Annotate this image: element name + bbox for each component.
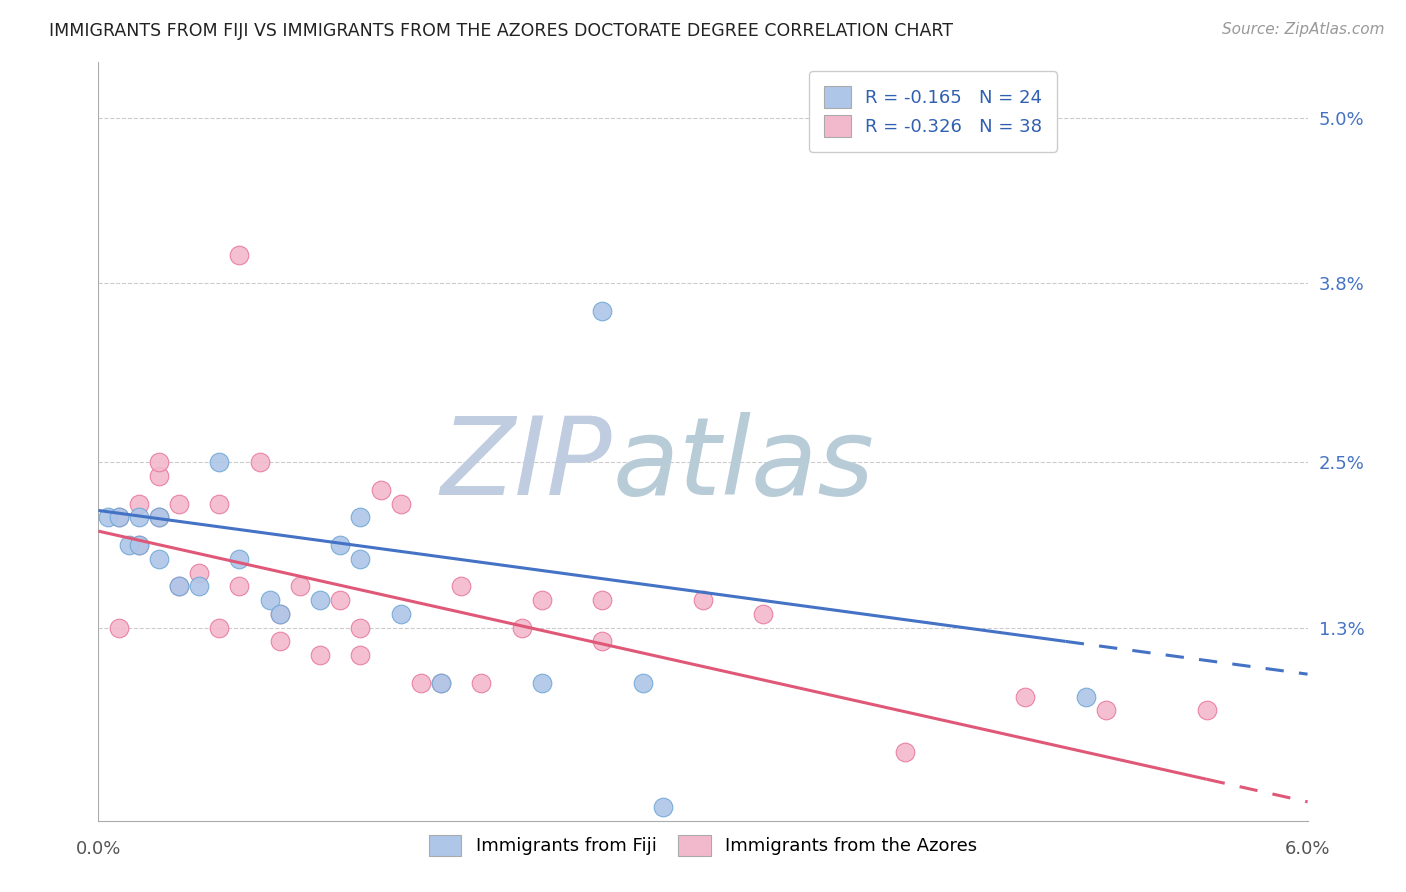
- Point: [269, 607, 291, 621]
- Point: [208, 621, 231, 635]
- Point: [591, 303, 613, 318]
- Point: [118, 538, 141, 552]
- Point: [591, 634, 613, 648]
- Point: [349, 648, 371, 663]
- Point: [269, 607, 291, 621]
- Point: [409, 675, 432, 690]
- Point: [1195, 703, 1218, 717]
- Point: [530, 675, 553, 690]
- Point: [128, 497, 150, 511]
- Point: [349, 551, 371, 566]
- Point: [269, 634, 291, 648]
- Text: 6.0%: 6.0%: [1285, 839, 1330, 857]
- Point: [651, 800, 673, 814]
- Point: [228, 579, 250, 593]
- Point: [97, 510, 120, 524]
- Point: [893, 745, 915, 759]
- Point: [692, 593, 714, 607]
- Point: [1074, 690, 1097, 704]
- Point: [167, 579, 190, 593]
- Point: [188, 579, 211, 593]
- Point: [591, 593, 613, 607]
- Text: Source: ZipAtlas.com: Source: ZipAtlas.com: [1222, 22, 1385, 37]
- Point: [148, 510, 170, 524]
- Point: [148, 455, 170, 469]
- Point: [128, 538, 150, 552]
- Text: IMMIGRANTS FROM FIJI VS IMMIGRANTS FROM THE AZORES DOCTORATE DEGREE CORRELATION : IMMIGRANTS FROM FIJI VS IMMIGRANTS FROM …: [49, 22, 953, 40]
- Text: atlas: atlas: [613, 412, 875, 516]
- Point: [148, 469, 170, 483]
- Point: [208, 497, 231, 511]
- Point: [309, 648, 332, 663]
- Point: [167, 497, 190, 511]
- Point: [430, 675, 453, 690]
- Point: [389, 607, 412, 621]
- Point: [430, 675, 453, 690]
- Legend: Immigrants from Fiji, Immigrants from the Azores: Immigrants from Fiji, Immigrants from th…: [420, 826, 986, 864]
- Point: [148, 551, 170, 566]
- Point: [259, 593, 281, 607]
- Point: [470, 675, 492, 690]
- Point: [167, 579, 190, 593]
- Point: [329, 593, 352, 607]
- Point: [228, 551, 250, 566]
- Point: [631, 675, 654, 690]
- Point: [389, 497, 412, 511]
- Point: [370, 483, 392, 497]
- Point: [510, 621, 533, 635]
- Point: [450, 579, 472, 593]
- Point: [1095, 703, 1118, 717]
- Point: [349, 621, 371, 635]
- Point: [288, 579, 311, 593]
- Point: [188, 566, 211, 580]
- Point: [752, 607, 775, 621]
- Point: [208, 455, 231, 469]
- Point: [107, 510, 129, 524]
- Point: [128, 510, 150, 524]
- Point: [107, 510, 129, 524]
- Point: [530, 593, 553, 607]
- Point: [329, 538, 352, 552]
- Point: [249, 455, 271, 469]
- Point: [148, 510, 170, 524]
- Point: [107, 621, 129, 635]
- Point: [309, 593, 332, 607]
- Text: 0.0%: 0.0%: [76, 839, 121, 857]
- Point: [228, 248, 250, 262]
- Point: [1014, 690, 1036, 704]
- Point: [349, 510, 371, 524]
- Point: [128, 538, 150, 552]
- Text: ZIP: ZIP: [440, 412, 613, 516]
